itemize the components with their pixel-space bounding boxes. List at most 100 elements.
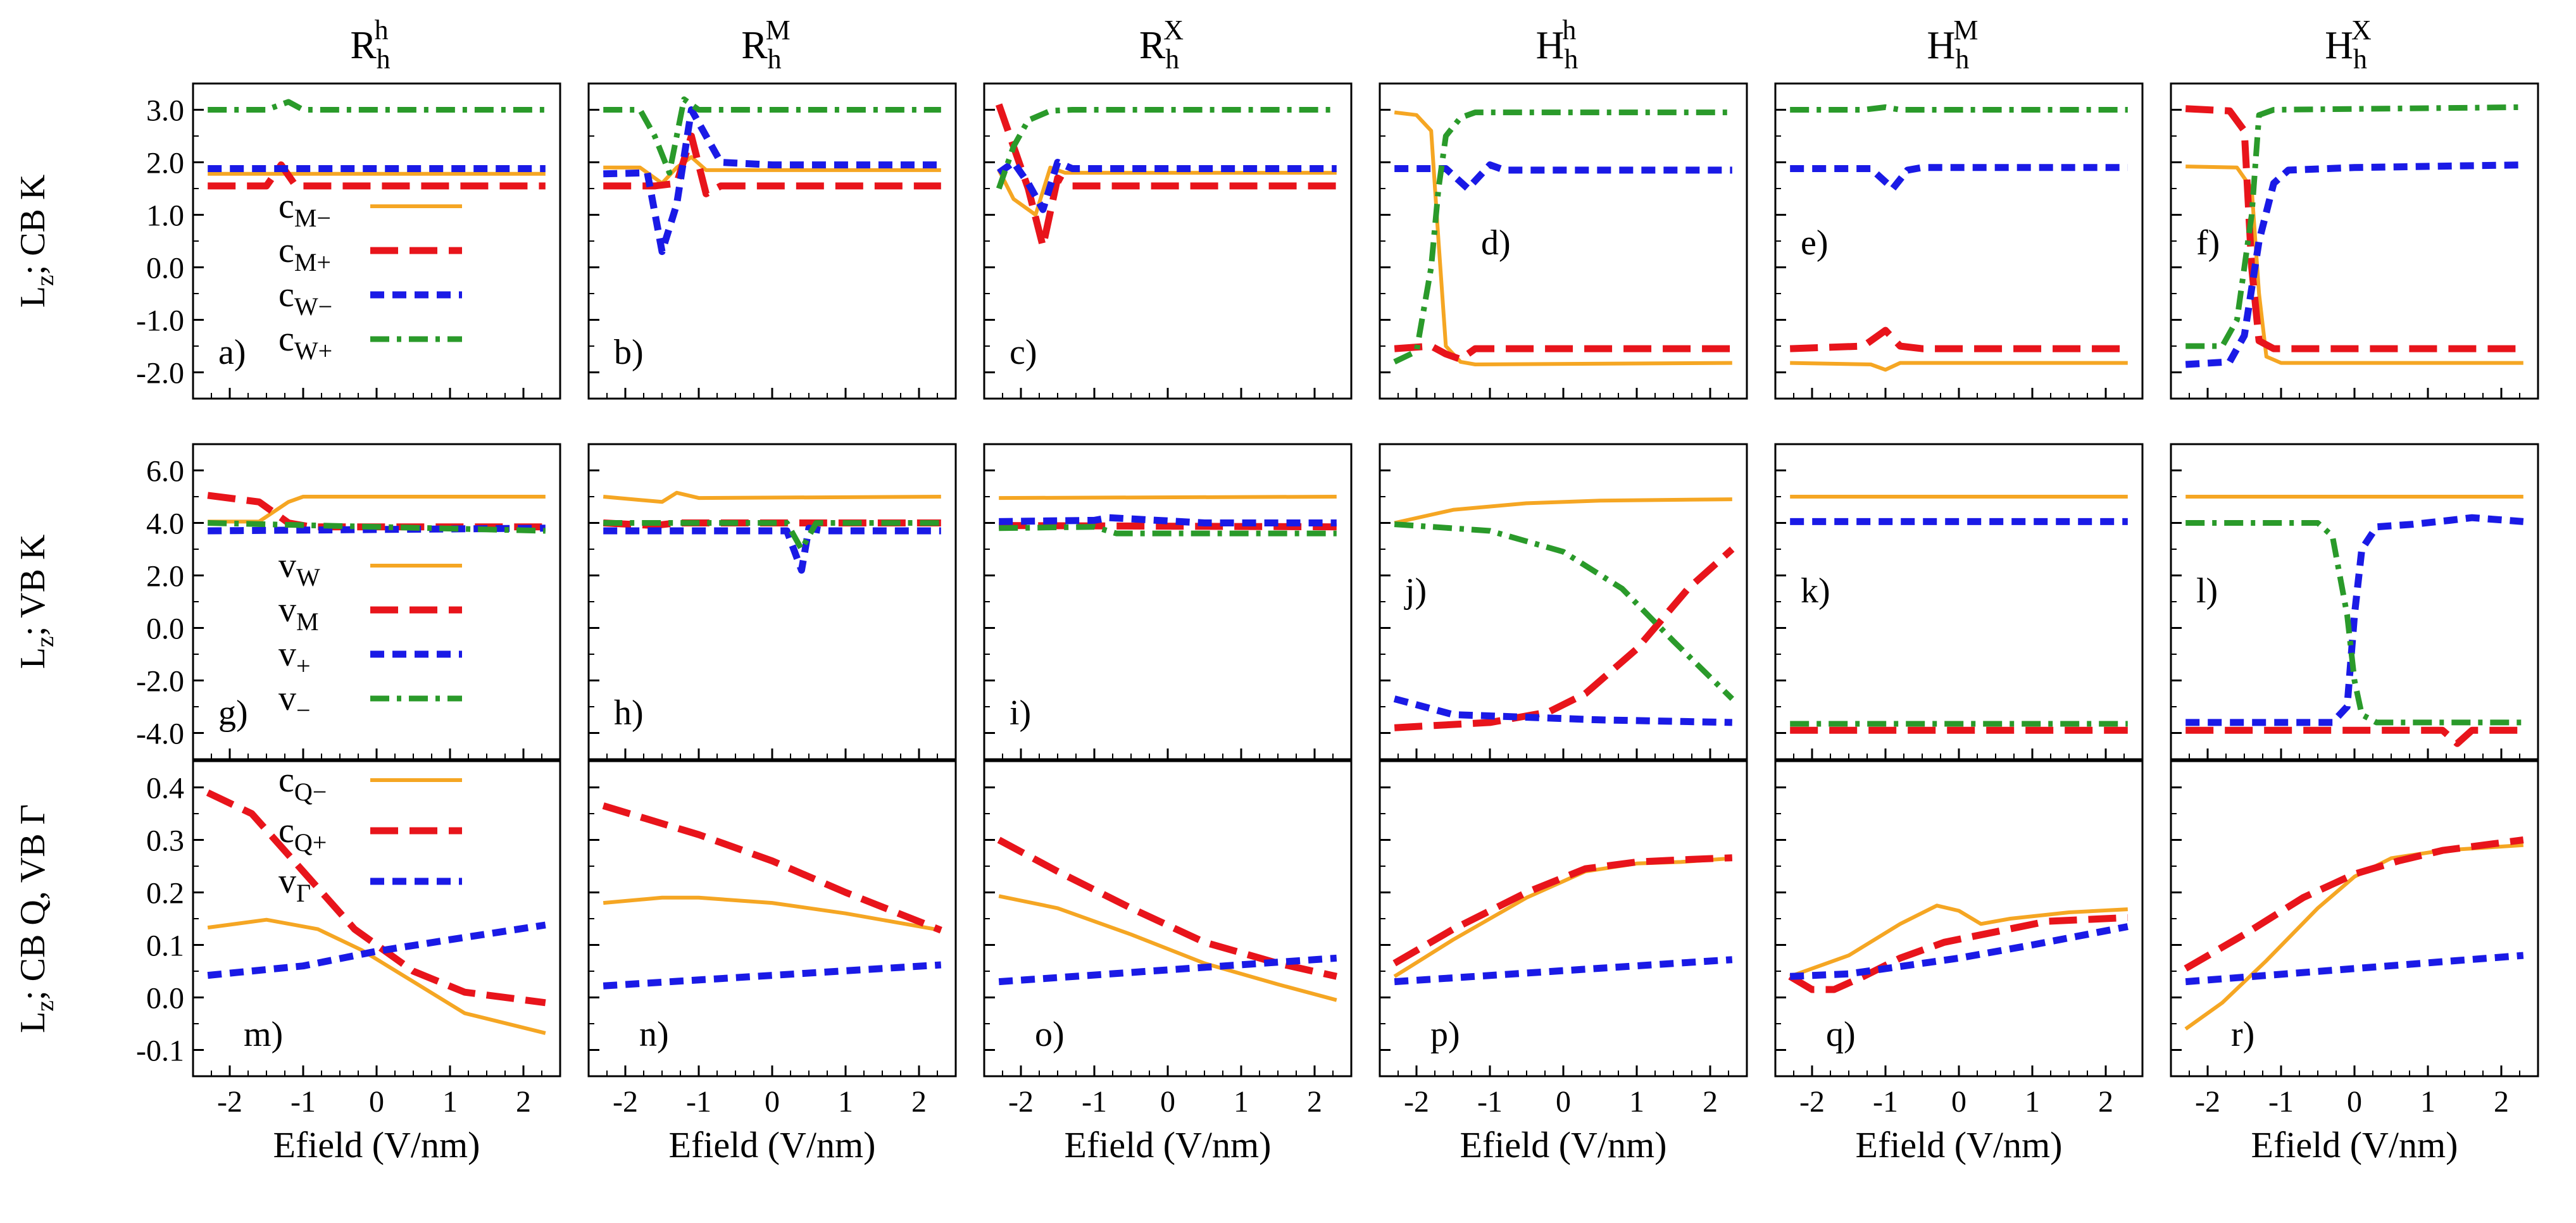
legend-entry-label: cQ+	[278, 811, 327, 857]
legend-sub: +	[296, 652, 311, 680]
panel-series-r	[2184, 836, 2524, 1031]
panel-letter: k)	[1801, 571, 1830, 611]
x-tick-label: -2	[2195, 1085, 2220, 1119]
x-axis-label: Efield (V/nm)	[2251, 1124, 2458, 1165]
series-line-vM	[1394, 546, 1735, 731]
x-tick-label: 1	[838, 1085, 853, 1119]
header-base: R	[1139, 24, 1166, 67]
panel-series-e	[1790, 104, 2128, 372]
series-line-cQ+	[602, 802, 942, 934]
series-line-cM−	[2185, 165, 2523, 365]
series-line-v−	[208, 520, 546, 534]
series-line-cM−	[603, 155, 941, 185]
panel-frame	[983, 443, 1353, 760]
x-tick-label: -1	[291, 1085, 316, 1119]
panel-series-q	[1788, 903, 2129, 993]
series-line-cW+	[208, 99, 546, 113]
series-line-vW	[603, 490, 941, 504]
y-tick-label: 6.0	[146, 455, 184, 488]
panel-letter: f)	[2196, 223, 2220, 263]
series-line-cM+	[1394, 342, 1732, 363]
series-line-vΓ	[998, 954, 1337, 986]
ylabel-sub: z	[30, 275, 59, 286]
series-line-cM−	[1394, 110, 1732, 366]
series-line-cM+	[1790, 326, 2128, 352]
column-header-3: RhX	[1139, 15, 1184, 75]
y-tick-label: -0.1	[136, 1034, 184, 1068]
series-line-v+	[999, 514, 1337, 526]
series-line-v+	[603, 525, 941, 574]
x-tick-label: 2	[1703, 1085, 1718, 1119]
series-line-cQ+	[2184, 836, 2524, 972]
column-header-6: HhX	[2325, 15, 2372, 75]
panel-letter: o)	[1035, 1015, 1065, 1054]
legend-entry-label: cW+	[278, 320, 332, 365]
panel-letter: r)	[2231, 1015, 2254, 1054]
y-tick-label: 0.1	[146, 929, 184, 963]
panel-letter: d)	[1481, 223, 1511, 263]
header-sup: h	[375, 15, 389, 46]
legend-main: v	[278, 546, 296, 585]
legend-sub: W	[296, 563, 320, 592]
legend-entry-label: v+	[278, 635, 311, 680]
y-tick-label: 1.0	[146, 199, 184, 233]
series-lines-layer	[206, 96, 2524, 1035]
header-base: H	[2325, 24, 2353, 67]
x-tick-label: -2	[1404, 1085, 1429, 1119]
x-tick-label: -2	[1799, 1085, 1825, 1119]
panel-series-p	[1392, 854, 1733, 986]
column-header-2: RhM	[741, 15, 790, 75]
legend-entry-label: cW−	[278, 275, 332, 321]
series-line-vM	[2185, 726, 2523, 747]
ylabel-main: L	[13, 1012, 53, 1033]
x-tick-label: 2	[2494, 1085, 2509, 1119]
x-tick-label: -2	[1008, 1085, 1034, 1119]
panel-letter: q)	[1826, 1015, 1856, 1054]
series-line-cQ−	[603, 895, 942, 933]
legend-main: v	[278, 590, 296, 630]
panel-letter: n)	[639, 1015, 669, 1054]
series-line-cQ−	[1789, 903, 2128, 979]
x-tick-label: 1	[2025, 1085, 2040, 1119]
y-tick-label: 2.0	[146, 147, 184, 180]
panel-series-f	[2185, 104, 2523, 368]
x-tick-label: 2	[1307, 1085, 1322, 1119]
y-tick-label: 0.2	[146, 877, 184, 910]
panel-series-j	[1393, 497, 1735, 731]
series-line-cW+	[1790, 104, 2128, 113]
legend-entry-label: vM	[278, 590, 319, 636]
series-line-vM	[603, 519, 941, 530]
x-axis-label: Efield (V/nm)	[1460, 1124, 1667, 1165]
panel-letter: j)	[1404, 571, 1427, 611]
legend-sub: M−	[294, 204, 331, 232]
panel-letter: c)	[1010, 333, 1037, 372]
series-line-v+	[1393, 695, 1732, 726]
header-sub: h	[2353, 44, 2367, 75]
header-sub: h	[768, 44, 782, 75]
panel-series-g	[207, 492, 546, 535]
panel-letter: p)	[1430, 1015, 1460, 1054]
series-line-cM−	[997, 165, 1337, 217]
y-tick-label: 4.0	[146, 507, 184, 541]
header-sup: M	[766, 15, 791, 46]
series-line-cW+	[603, 96, 941, 176]
panel-frames-layer	[192, 82, 2539, 1077]
panel-frame	[587, 443, 957, 760]
series-line-vΓ	[603, 961, 942, 990]
header-sub: h	[1955, 44, 1969, 75]
header-base: H	[1536, 24, 1565, 67]
series-line-vΓ	[207, 921, 546, 979]
panel-series-a	[208, 99, 546, 190]
series-line-cW−	[1790, 164, 2128, 192]
panel-series-n	[602, 802, 942, 990]
row-ylabel-3: Lz; CB Q, VB Γ	[13, 804, 59, 1033]
header-sub: h	[1564, 44, 1578, 75]
panel-letter: h)	[614, 693, 644, 733]
ylabel-rest: ; CB Q, VB Γ	[13, 804, 53, 1000]
column-header-4: Hhh	[1536, 15, 1579, 75]
legend-main: v	[278, 862, 296, 901]
series-line-cQ−	[998, 894, 1337, 1002]
ylabel-main: L	[13, 286, 53, 307]
column-header-1: Rhh	[350, 15, 390, 75]
header-sup: h	[1562, 15, 1576, 46]
